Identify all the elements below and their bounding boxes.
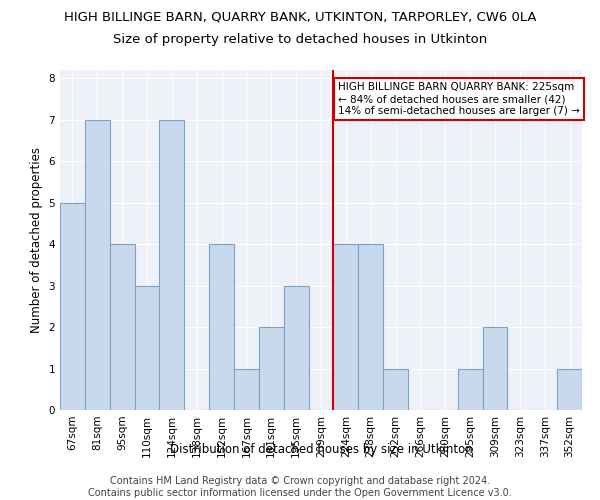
Bar [458,368,482,410]
Y-axis label: Number of detached properties: Number of detached properties [30,147,43,333]
Bar [160,120,184,410]
Bar [234,368,259,410]
Bar [134,286,160,410]
Bar [334,244,358,410]
Text: HIGH BILLINGE BARN QUARRY BANK: 225sqm
← 84% of detached houses are smaller (42): HIGH BILLINGE BARN QUARRY BANK: 225sqm ←… [338,82,580,116]
Text: Size of property relative to detached houses in Utkinton: Size of property relative to detached ho… [113,32,487,46]
Bar [557,368,582,410]
Text: Contains HM Land Registry data © Crown copyright and database right 2024.
Contai: Contains HM Land Registry data © Crown c… [88,476,512,498]
Bar [209,244,234,410]
Bar [284,286,308,410]
Bar [60,202,85,410]
Text: HIGH BILLINGE BARN, QUARRY BANK, UTKINTON, TARPORLEY, CW6 0LA: HIGH BILLINGE BARN, QUARRY BANK, UTKINTO… [64,10,536,23]
Bar [110,244,134,410]
Bar [482,327,508,410]
Bar [259,327,284,410]
Text: Distribution of detached houses by size in Utkinton: Distribution of detached houses by size … [170,442,472,456]
Bar [85,120,110,410]
Bar [358,244,383,410]
Bar [383,368,408,410]
